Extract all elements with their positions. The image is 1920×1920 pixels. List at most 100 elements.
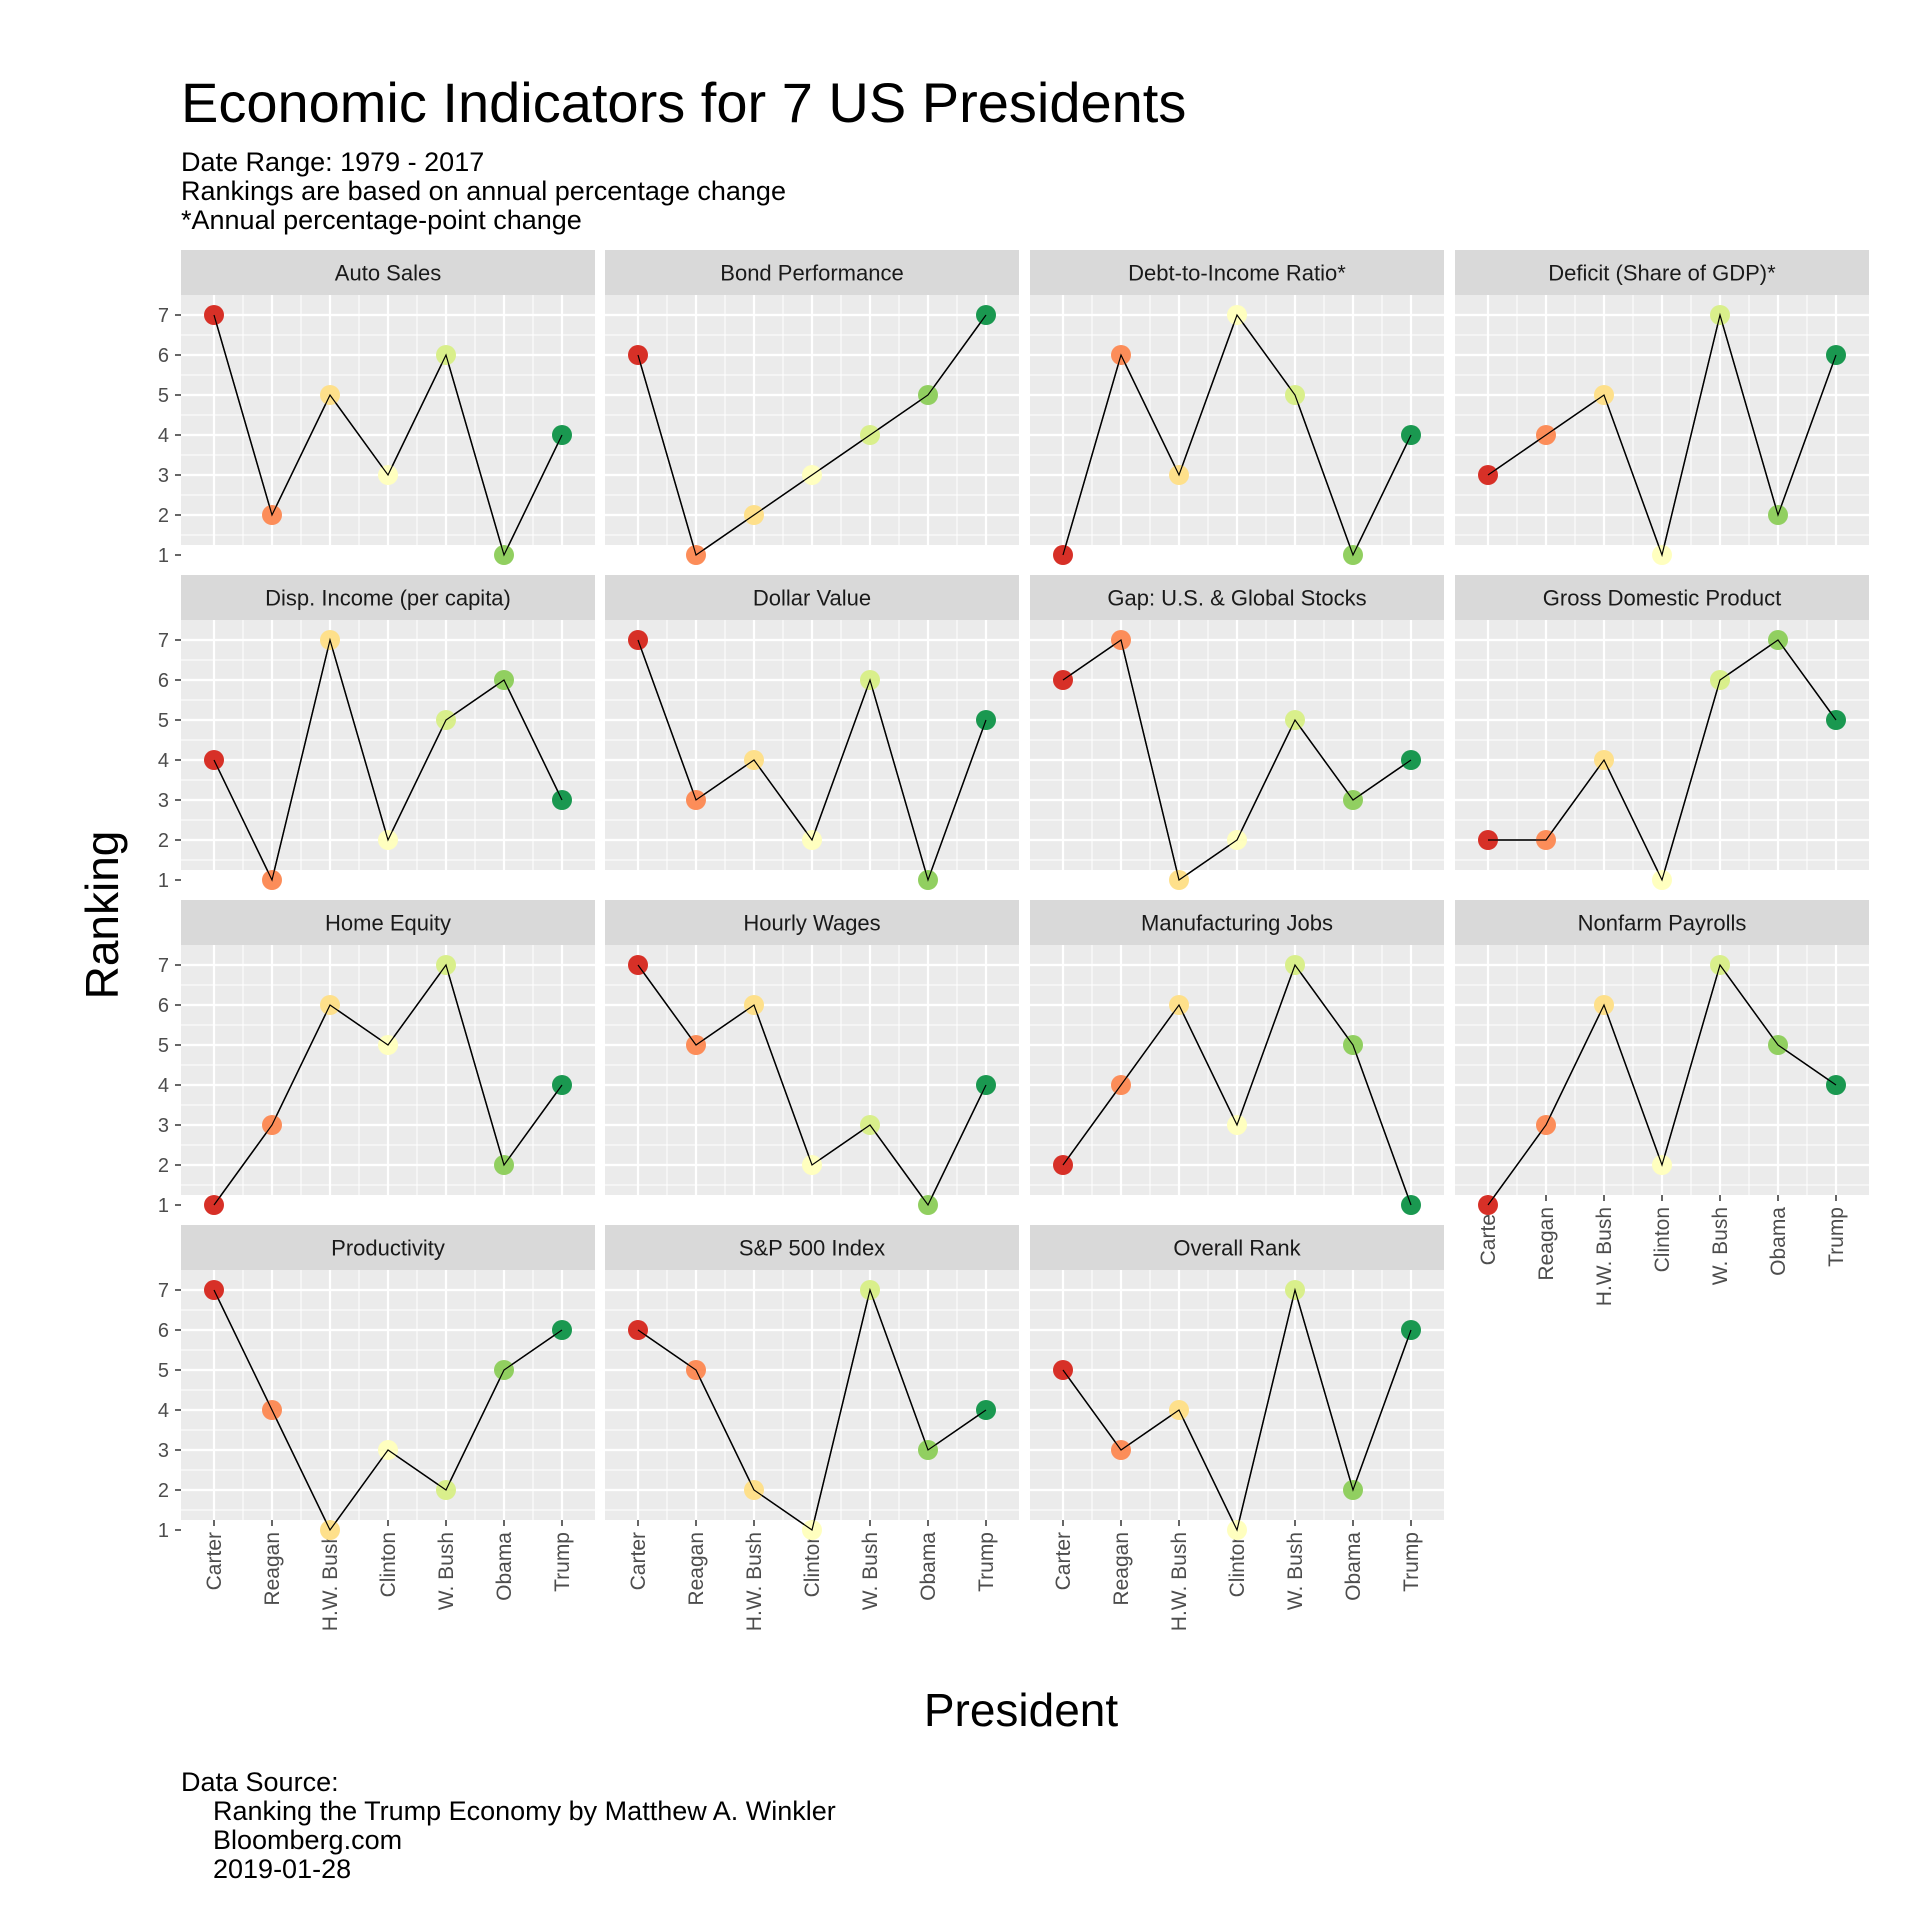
- chart-title: Economic Indicators for 7 US Presidents: [181, 71, 1187, 134]
- y-tick-label: 5: [158, 710, 169, 732]
- x-tick-label-h-w-bush: H.W. Bush: [1593, 1207, 1616, 1306]
- series-line-overlay: [1062, 313, 1412, 557]
- x-tick-label-reagan: Reagan: [685, 1532, 708, 1606]
- strip-label: Gross Domestic Product: [1543, 586, 1781, 611]
- x-tick-label-h-w-bush: H.W. Bush: [319, 1532, 342, 1631]
- y-tick-label: 2: [158, 505, 169, 527]
- x-tick-label-clinton: Clinton: [801, 1532, 824, 1597]
- panel-home-equity: Home Equity 1 2 3 4 5 6 7: [158, 900, 595, 1217]
- strip-hourly-wages: [605, 900, 1019, 945]
- x-tick-label-carter: Carter: [1052, 1532, 1075, 1590]
- y-tick-label: 1: [158, 1520, 169, 1542]
- y-tick-label: 6: [158, 670, 169, 692]
- y-tick-label: 4: [158, 1400, 169, 1422]
- x-tick-label-trump: Trump: [551, 1532, 574, 1592]
- subtitle-line-footnote: *Annual percentage-point change: [181, 205, 582, 235]
- x-tick-label-obama: Obama: [1342, 1532, 1365, 1601]
- y-tick-label: 6: [158, 1320, 169, 1342]
- x-tick-label-clinton: Clinton: [377, 1532, 400, 1597]
- x-tick-label-w-bush: W. Bush: [435, 1532, 458, 1610]
- x-tick-label-clinton: Clinton: [1651, 1207, 1674, 1272]
- y-axis-label: Ranking: [76, 830, 128, 1000]
- strip-bond-performance: [605, 250, 1019, 295]
- series-line-overlay: [1487, 963, 1837, 1206]
- x-axis-label: President: [923, 1684, 1119, 1736]
- y-tick-label: 2: [158, 1480, 169, 1502]
- x-tick-label-obama: Obama: [917, 1532, 940, 1601]
- y-tick-label: 1: [158, 1195, 169, 1217]
- strip-label: Gap: U.S. & Global Stocks: [1107, 586, 1366, 611]
- subtitle-line-date-range: Date Range: 1979 - 2017: [181, 147, 485, 177]
- strip-auto-sales: [181, 250, 595, 295]
- y-tick-label: 2: [158, 1155, 169, 1177]
- strip-gross-domestic-product: [1455, 575, 1869, 620]
- x-tick-label-w-bush: W. Bush: [859, 1532, 882, 1610]
- panel-gap-u-s-global-stocks: Gap: U.S. & Global Stocks: [1030, 575, 1444, 890]
- series-line-overlay: [1062, 1287, 1412, 1532]
- strip-label: Deficit (Share of GDP)*: [1548, 261, 1776, 286]
- x-tick-label-reagan: Reagan: [1535, 1207, 1558, 1281]
- x-tick-label-reagan: Reagan: [261, 1532, 284, 1606]
- strip-label: Dollar Value: [753, 586, 871, 611]
- panel-nonfarm-payrolls: Nonfarm Payrolls Carter Reagan H.W. Bush Cli…: [1455, 900, 1869, 1306]
- strip-nonfarm-payrolls: [1455, 900, 1869, 945]
- x-tick-label-h-w-bush: H.W. Bush: [743, 1532, 766, 1631]
- strip-gap-u-s-global-stocks: [1030, 575, 1444, 620]
- panel-dollar-value: Dollar Value: [605, 575, 1019, 890]
- series-line-overlay: [1487, 312, 1837, 558]
- y-tick-label: 6: [158, 345, 169, 367]
- series-line-overlay: [213, 637, 563, 882]
- strip-label: Disp. Income (per capita): [265, 586, 511, 611]
- strip-disp-income-per-capita: [181, 575, 595, 620]
- series-line-overlay: [637, 1287, 987, 1531]
- x-tick-label-obama: Obama: [1767, 1207, 1790, 1276]
- x-tick-label-carter: Carter: [627, 1532, 650, 1590]
- y-tick-label: 4: [158, 425, 169, 447]
- panel-disp-income-per-capita: Disp. Income (per capita) 1 2 3 4 5 6 7: [158, 575, 595, 892]
- panel-overall-rank: Overall Rank Carter Reagan H.W. Bush Clinton…: [1030, 1225, 1444, 1631]
- y-tick-label: 3: [158, 1440, 169, 1462]
- y-tick-label: 7: [158, 630, 169, 652]
- panel-gross-domestic-product: Gross Domestic Product: [1455, 575, 1869, 890]
- x-tick-label-trump: Trump: [1825, 1207, 1848, 1267]
- strip-label: Manufacturing Jobs: [1141, 911, 1333, 936]
- strip-label: Productivity: [331, 1236, 445, 1261]
- strip-productivity: [181, 1225, 595, 1270]
- strip-dollar-value: [605, 575, 1019, 620]
- y-tick-label: 5: [158, 385, 169, 407]
- y-tick-label: 3: [158, 790, 169, 812]
- panel-bond-performance: Bond Performance: [605, 250, 1019, 565]
- y-tick-label: 4: [158, 750, 169, 772]
- panel-debt-to-income-ratio: Debt-to-Income Ratio*: [1030, 250, 1444, 565]
- series-line-overlay: [1062, 963, 1412, 1206]
- y-tick-label: 7: [158, 955, 169, 977]
- strip-label: Hourly Wages: [743, 911, 880, 936]
- caption-line-date: 2019-01-28: [213, 1854, 352, 1884]
- panel-hourly-wages: Hourly Wages: [605, 900, 1019, 1215]
- y-tick-label: 5: [158, 1360, 169, 1382]
- x-tick-label-reagan: Reagan: [1110, 1532, 1133, 1606]
- series-line-overlay: [213, 1289, 563, 1532]
- strip-manufacturing-jobs: [1030, 900, 1444, 945]
- chart-subtitle: Date Range: 1979 - 2017 Rankings are bas…: [181, 148, 786, 235]
- y-tick-label: 6: [158, 995, 169, 1017]
- series-line-overlay: [637, 314, 987, 556]
- strip-label: Home Equity: [325, 911, 451, 936]
- strip-label: S&P 500 Index: [739, 1236, 885, 1261]
- x-tick-label-trump: Trump: [1400, 1532, 1423, 1592]
- subtitle-line-rankings: Rankings are based on annual percentage …: [181, 176, 786, 206]
- y-tick-label: 1: [158, 545, 169, 567]
- panel-s-p-500-index: S&P 500 Index Carter Reagan H.W. Bush Clinto…: [605, 1225, 1019, 1631]
- x-tick-label-carter: Carter: [203, 1532, 226, 1590]
- y-tick-label: 4: [158, 1075, 169, 1097]
- x-tick-label-h-w-bush: H.W. Bush: [1168, 1532, 1191, 1631]
- y-tick-label: 3: [158, 465, 169, 487]
- x-tick-label-clinton: Clinton: [1226, 1532, 1249, 1597]
- x-tick-label-w-bush: W. Bush: [1709, 1207, 1732, 1285]
- series-line-overlay: [213, 314, 563, 557]
- caption-label: Data Source:: [181, 1767, 339, 1797]
- strip-home-equity: [181, 900, 595, 945]
- y-tick-label: 2: [158, 830, 169, 852]
- series-line-overlay: [213, 963, 563, 1206]
